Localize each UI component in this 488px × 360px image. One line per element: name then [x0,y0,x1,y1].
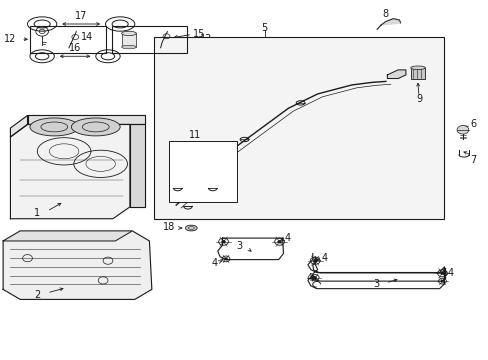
Text: 3: 3 [372,279,378,289]
Circle shape [440,272,444,275]
Text: 4: 4 [284,233,290,243]
Circle shape [313,276,316,279]
Text: 15: 15 [193,29,205,39]
Text: 2: 2 [34,290,41,300]
Circle shape [221,240,225,243]
Polygon shape [380,19,400,25]
Text: 1: 1 [34,208,40,218]
Polygon shape [27,116,144,125]
Ellipse shape [122,45,136,49]
Text: 13: 13 [200,34,212,44]
Text: 8: 8 [382,9,388,19]
Circle shape [440,280,443,282]
Text: 16: 16 [69,44,81,53]
Text: 14: 14 [81,32,93,41]
Ellipse shape [71,118,120,136]
Bar [410,68,425,78]
Text: 4: 4 [306,273,312,283]
Polygon shape [130,125,144,207]
Text: 3: 3 [236,241,242,251]
Text: 5: 5 [261,23,267,33]
Text: 12: 12 [4,34,17,44]
Polygon shape [386,70,405,78]
Bar [112,26,187,53]
Circle shape [313,259,317,262]
Text: 4: 4 [322,253,327,263]
Bar [154,37,444,220]
Polygon shape [10,116,27,137]
Text: 4: 4 [211,258,217,268]
Ellipse shape [30,118,79,136]
Text: 10: 10 [190,161,202,171]
Text: 18: 18 [163,222,175,232]
Polygon shape [10,125,130,219]
Text: 7: 7 [469,155,476,165]
Text: 9: 9 [415,94,421,104]
Polygon shape [3,231,132,241]
Bar [122,33,136,47]
Ellipse shape [410,66,425,69]
Circle shape [277,240,281,243]
Text: 17: 17 [75,11,87,21]
Ellipse shape [185,225,197,231]
Text: 11: 11 [188,130,201,140]
Polygon shape [3,231,152,300]
Text: 4: 4 [447,267,453,278]
Circle shape [456,126,468,134]
Bar [30,26,105,53]
Bar [168,140,237,202]
Circle shape [224,258,227,260]
Ellipse shape [122,31,136,36]
Text: 6: 6 [469,120,476,129]
